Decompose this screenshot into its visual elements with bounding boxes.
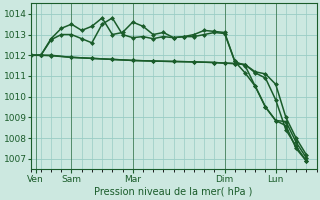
X-axis label: Pression niveau de la mer( hPa ): Pression niveau de la mer( hPa ) <box>94 187 253 197</box>
